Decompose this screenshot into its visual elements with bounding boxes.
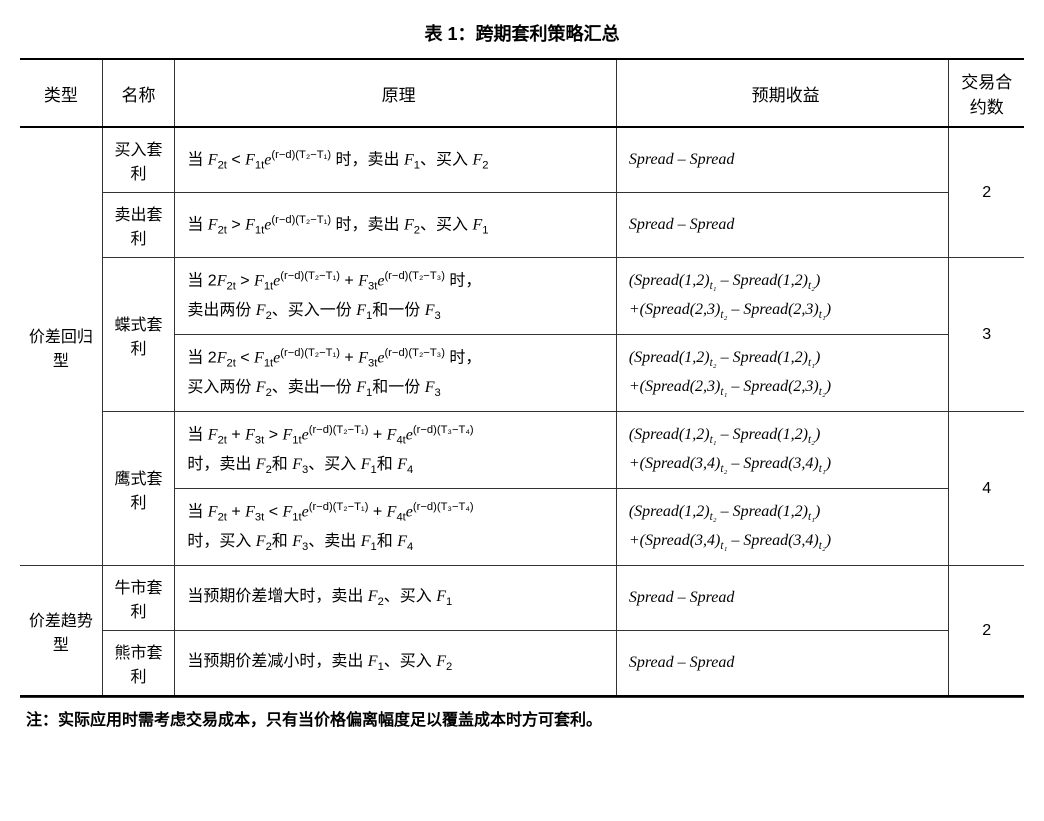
principle-butterfly1: 当 2F2t > F1te(r−d)(T₂−T₁) + F3te(r−d)(T₂… <box>175 258 617 335</box>
row-buy: 价差回归型 买入套利 当 F2t < F1te(r−d)(T₂−T₁) 时，卖出… <box>20 127 1024 193</box>
return-butterfly1: (Spread(1,2)t₁ – Spread(1,2)t₂)+(Spread(… <box>616 258 949 335</box>
row-sell: 卖出套利 当 F2t > F1te(r−d)(T₂−T₁) 时，卖出 F2、买入… <box>20 193 1024 258</box>
return-butterfly2: (Spread(1,2)t₂ – Spread(1,2)t₁)+(Spread(… <box>616 335 949 412</box>
header-return: 预期收益 <box>616 59 949 127</box>
name-bull: 牛市套利 <box>102 566 175 631</box>
row-bear: 熊市套利 当预期价差减小时，卖出 F1、买入 F2 Spread – Sprea… <box>20 631 1024 697</box>
principle-butterfly2: 当 2F2t < F1te(r−d)(T₂−T₁) + F3te(r−d)(T₂… <box>175 335 617 412</box>
table-title: 表 1：跨期套利策略汇总 <box>20 20 1024 46</box>
principle-condor2: 当 F2t + F3t < F1te(r−d)(T₂−T₁) + F4te(r−… <box>175 489 617 566</box>
header-row: 类型 名称 原理 预期收益 交易合约数 <box>20 59 1024 127</box>
row-bull: 价差趋势型 牛市套利 当预期价差增大时，卖出 F2、买入 F1 Spread –… <box>20 566 1024 631</box>
return-buy: Spread – Spread <box>616 127 949 193</box>
principle-sell: 当 F2t > F1te(r−d)(T₂−T₁) 时，卖出 F2、买入 F1 <box>175 193 617 258</box>
principle-buy: 当 F2t < F1te(r−d)(T₂−T₁) 时，卖出 F1、买入 F2 <box>175 127 617 193</box>
header-type: 类型 <box>20 59 102 127</box>
type-regression: 价差回归型 <box>20 127 102 566</box>
row-condor1: 鹰式套利 当 F2t + F3t > F1te(r−d)(T₂−T₁) + F4… <box>20 412 1024 489</box>
count-four: 4 <box>949 412 1024 566</box>
name-sell: 卖出套利 <box>102 193 175 258</box>
principle-bull: 当预期价差增大时，卖出 F2、买入 F1 <box>175 566 617 631</box>
name-buy: 买入套利 <box>102 127 175 193</box>
count-two-a: 2 <box>949 127 1024 258</box>
row-butterfly1: 蝶式套利 当 2F2t > F1te(r−d)(T₂−T₁) + F3te(r−… <box>20 258 1024 335</box>
return-sell: Spread – Spread <box>616 193 949 258</box>
footnote: 注：实际应用时需考虑交易成本，只有当价格偏离幅度足以覆盖成本时方可套利。 <box>20 697 1024 738</box>
name-condor: 鹰式套利 <box>102 412 175 566</box>
return-bull: Spread – Spread <box>616 566 949 631</box>
type-trend: 价差趋势型 <box>20 566 102 697</box>
header-name: 名称 <box>102 59 175 127</box>
name-butterfly: 蝶式套利 <box>102 258 175 412</box>
header-principle: 原理 <box>175 59 617 127</box>
header-count: 交易合约数 <box>949 59 1024 127</box>
count-two-b: 2 <box>949 566 1024 697</box>
return-condor2: (Spread(1,2)t₂ – Spread(1,2)t₁)+(Spread(… <box>616 489 949 566</box>
count-three: 3 <box>949 258 1024 412</box>
principle-bear: 当预期价差减小时，卖出 F1、买入 F2 <box>175 631 617 697</box>
return-condor1: (Spread(1,2)t₁ – Spread(1,2)t₂)+(Spread(… <box>616 412 949 489</box>
strategy-table: 类型 名称 原理 预期收益 交易合约数 价差回归型 买入套利 当 F2t < F… <box>20 58 1024 697</box>
name-bear: 熊市套利 <box>102 631 175 697</box>
return-bear: Spread – Spread <box>616 631 949 697</box>
principle-condor1: 当 F2t + F3t > F1te(r−d)(T₂−T₁) + F4te(r−… <box>175 412 617 489</box>
